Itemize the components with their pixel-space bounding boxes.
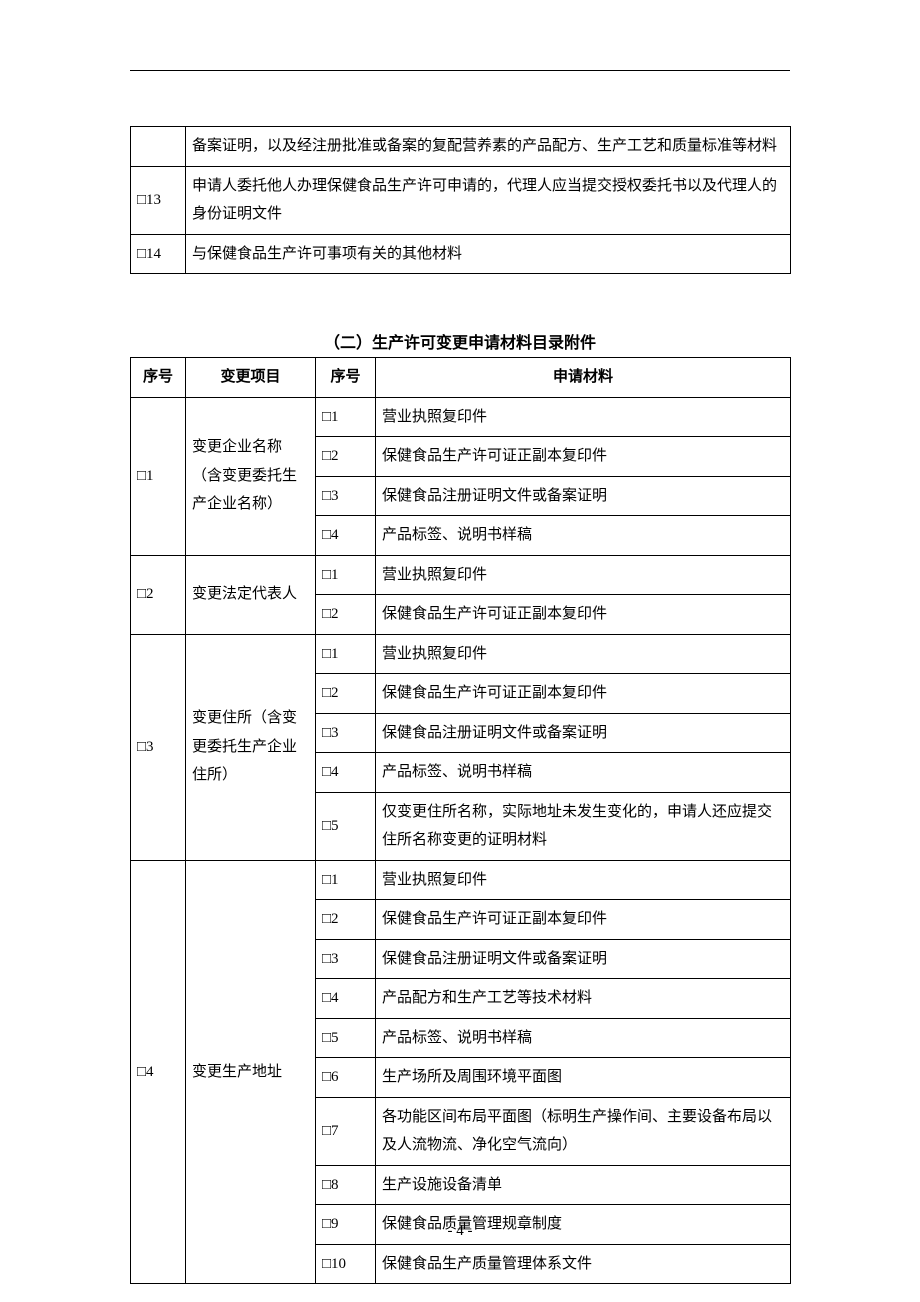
- group-project: 变更生产地址: [186, 860, 316, 1284]
- item-num: □5: [316, 792, 376, 860]
- table-row: □14与保健食品生产许可事项有关的其他材料: [131, 234, 791, 274]
- item-text: 保健食品生产许可证正副本复印件: [376, 900, 791, 940]
- table-header-row: 序号 变更项目 序号 申请材料: [131, 358, 791, 398]
- row-num: □14: [131, 234, 186, 274]
- item-num: □5: [316, 1018, 376, 1058]
- item-text: 各功能区间布局平面图（标明生产操作间、主要设备布局以及人流物流、净化空气流向）: [376, 1097, 791, 1165]
- item-num: □2: [316, 595, 376, 635]
- item-text: 产品标签、说明书样稿: [376, 516, 791, 556]
- item-num: □10: [316, 1244, 376, 1284]
- item-num: □2: [316, 900, 376, 940]
- group-num: □1: [131, 397, 186, 555]
- item-num: □1: [316, 555, 376, 595]
- header-subseq: 序号: [316, 358, 376, 398]
- group-num: □2: [131, 555, 186, 634]
- table-row: □13申请人委托他人办理保健食品生产许可申请的，代理人应当提交授权委托书以及代理…: [131, 166, 791, 234]
- item-text: 生产场所及周围环境平面图: [376, 1058, 791, 1098]
- page-number: - 4 -: [0, 1223, 920, 1240]
- table-row: 备案证明，以及经注册批准或备案的复配营养素的产品配方、生产工艺和质量标准等材料: [131, 127, 791, 167]
- header-material: 申请材料: [376, 358, 791, 398]
- item-text: 产品标签、说明书样稿: [376, 753, 791, 793]
- header-seq: 序号: [131, 358, 186, 398]
- header-rule: [130, 70, 790, 71]
- group-project: 变更企业名称（含变更委托生产企业名称）: [186, 397, 316, 555]
- table-row: □3变更住所（含变更委托生产企业住所）□1营业执照复印件: [131, 634, 791, 674]
- item-text: 保健食品注册证明文件或备案证明: [376, 476, 791, 516]
- item-num: □4: [316, 753, 376, 793]
- table-1: 备案证明，以及经注册批准或备案的复配营养素的产品配方、生产工艺和质量标准等材料□…: [130, 126, 791, 274]
- row-num: [131, 127, 186, 167]
- table-row: □4变更生产地址□1营业执照复印件: [131, 860, 791, 900]
- item-text: 保健食品生产许可证正副本复印件: [376, 437, 791, 477]
- table-2: 序号 变更项目 序号 申请材料 □1变更企业名称（含变更委托生产企业名称）□1营…: [130, 357, 791, 1284]
- item-text: 生产设施设备清单: [376, 1165, 791, 1205]
- group-num: □3: [131, 634, 186, 860]
- item-num: □3: [316, 713, 376, 753]
- item-text: 营业执照复印件: [376, 860, 791, 900]
- group-num: □4: [131, 860, 186, 1284]
- group-project: 变更住所（含变更委托生产企业住所）: [186, 634, 316, 860]
- header-project: 变更项目: [186, 358, 316, 398]
- item-text: 保健食品注册证明文件或备案证明: [376, 939, 791, 979]
- table-row: □2变更法定代表人□1营业执照复印件: [131, 555, 791, 595]
- row-text: 备案证明，以及经注册批准或备案的复配营养素的产品配方、生产工艺和质量标准等材料: [186, 127, 791, 167]
- item-num: □1: [316, 634, 376, 674]
- item-num: □3: [316, 476, 376, 516]
- item-num: □3: [316, 939, 376, 979]
- item-text: 保健食品生产质量管理体系文件: [376, 1244, 791, 1284]
- item-num: □4: [316, 516, 376, 556]
- row-text: 与保健食品生产许可事项有关的其他材料: [186, 234, 791, 274]
- item-num: □8: [316, 1165, 376, 1205]
- item-text: 保健食品生产许可证正副本复印件: [376, 674, 791, 714]
- row-text: 申请人委托他人办理保健食品生产许可申请的，代理人应当提交授权委托书以及代理人的身…: [186, 166, 791, 234]
- item-text: 营业执照复印件: [376, 634, 791, 674]
- item-num: □7: [316, 1097, 376, 1165]
- item-text: 产品标签、说明书样稿: [376, 1018, 791, 1058]
- item-text: 产品配方和生产工艺等技术材料: [376, 979, 791, 1019]
- item-num: □4: [316, 979, 376, 1019]
- row-num: □13: [131, 166, 186, 234]
- table-row: □1变更企业名称（含变更委托生产企业名称）□1营业执照复印件: [131, 397, 791, 437]
- item-text: 仅变更住所名称，实际地址未发生变化的，申请人还应提交住所名称变更的证明材料: [376, 792, 791, 860]
- item-text: 保健食品生产许可证正副本复印件: [376, 595, 791, 635]
- group-project: 变更法定代表人: [186, 555, 316, 634]
- item-text: 保健食品注册证明文件或备案证明: [376, 713, 791, 753]
- item-num: □2: [316, 437, 376, 477]
- item-num: □6: [316, 1058, 376, 1098]
- item-text: 营业执照复印件: [376, 555, 791, 595]
- item-num: □1: [316, 397, 376, 437]
- item-text: 营业执照复印件: [376, 397, 791, 437]
- item-num: □2: [316, 674, 376, 714]
- section-2-title: （二）生产许可变更申请材料目录附件: [130, 329, 790, 353]
- item-num: □1: [316, 860, 376, 900]
